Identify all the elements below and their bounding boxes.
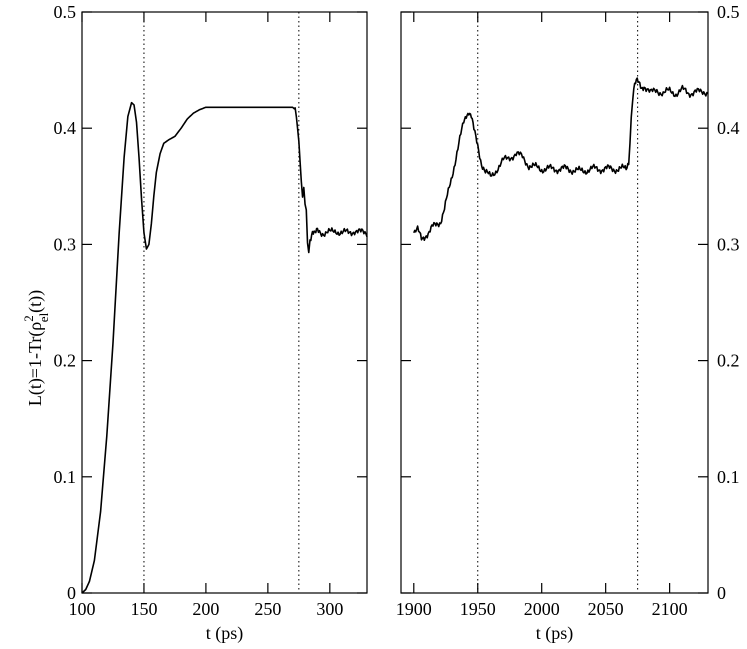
right-y-tick-label: 0.1 xyxy=(717,467,740,487)
right-y-tick-label: 0.5 xyxy=(717,2,740,22)
right-series-line xyxy=(413,77,709,242)
right-plot-frame xyxy=(400,11,709,594)
left-plot-frame xyxy=(81,11,368,594)
right-x-tick-label: 1900 xyxy=(396,599,432,619)
right-y-tick-label: 0.2 xyxy=(717,351,740,371)
right-panel: 1900 1950 2000 2050 2100 0 0.1 0.2 0.3 0.4 0.5 t (p… xyxy=(396,2,740,644)
right-x-tick-label: 2050 xyxy=(588,599,624,619)
right-x-axis-label: t (ps) xyxy=(536,623,574,644)
right-x-tick-label: 1950 xyxy=(460,599,496,619)
left-x-tick-label: 250 xyxy=(254,599,281,619)
left-y-tick-label: 0.4 xyxy=(54,118,77,138)
left-panel: 100 150 200 250 300 0 0.1 0.2 0.3 0.4 0.5 t (ps) xyxy=(54,2,368,644)
left-x-tick-label: 100 xyxy=(69,599,96,619)
left-y-tick-label: 0.5 xyxy=(54,2,77,22)
right-x-tick-label: 2000 xyxy=(524,599,560,619)
left-y-tick-label: 0.2 xyxy=(54,351,77,371)
right-x-tick-label: 2100 xyxy=(652,599,688,619)
left-series-line xyxy=(81,101,368,594)
left-x-tick-label: 300 xyxy=(316,599,343,619)
right-y-tick-label: 0 xyxy=(717,583,726,603)
right-y-tick-label: 0.3 xyxy=(717,234,740,254)
left-y-tick-label: 0 xyxy=(67,583,76,603)
y-axis-label: L(t)=1-Tr(ρ2el(t)) xyxy=(21,290,51,406)
left-y-tick-label: 0.1 xyxy=(54,467,77,487)
right-y-tick-label: 0.4 xyxy=(717,118,740,138)
left-x-tick-label: 200 xyxy=(192,599,219,619)
left-x-tick-label: 150 xyxy=(130,599,157,619)
left-y-tick-label: 0.3 xyxy=(54,234,77,254)
left-x-axis-label: t (ps) xyxy=(206,623,244,644)
